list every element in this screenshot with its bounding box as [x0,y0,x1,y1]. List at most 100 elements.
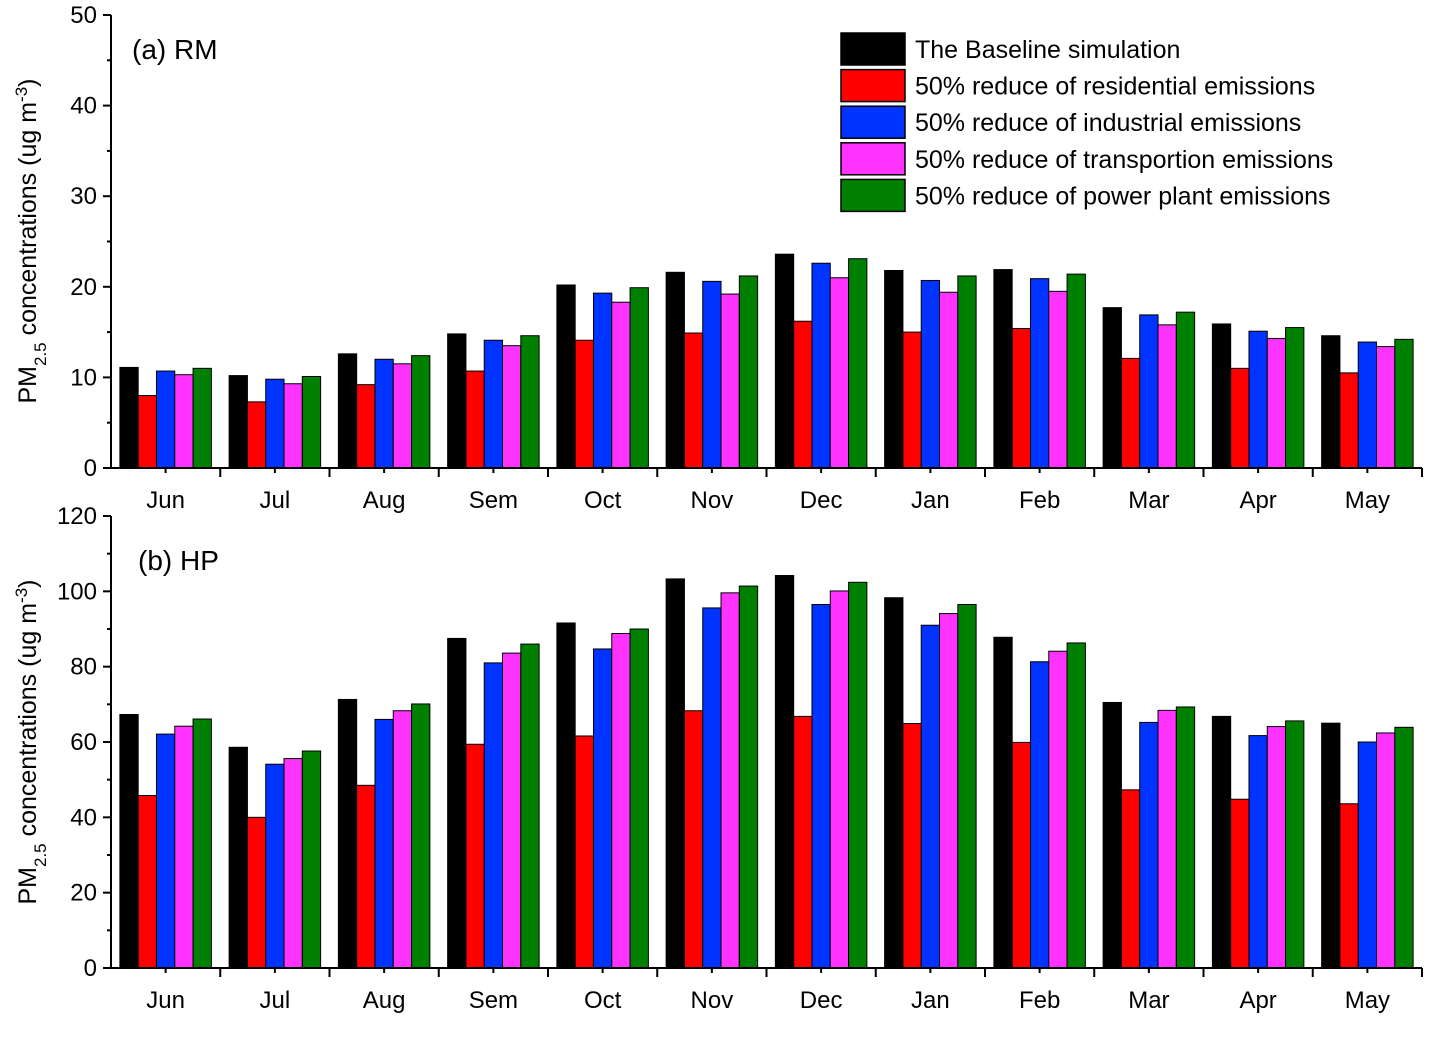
bar-feb-series-3 [1029,661,1050,969]
bar-dec-series-4 [829,590,850,969]
x-tick-label: Jun [146,487,185,514]
bar-may-series-1 [1321,335,1341,469]
bar-sem-series-5 [520,643,540,969]
y-tick-label: 20 [70,880,97,907]
y-axis-label-text: concentrations (ug m [14,102,42,342]
bar-jul-series-2 [246,816,267,969]
bar-feb-series-1 [993,269,1013,469]
x-tick-label: Apr [1239,487,1276,514]
y-tick-label: 40 [70,93,97,120]
y-axis-label-superscript: -3 [12,87,31,102]
bar-aug-series-2 [356,784,376,969]
bar-may-series-3 [1357,341,1378,469]
x-tick-label: Oct [584,487,622,514]
bar-apr-series-5 [1285,720,1305,969]
bar-feb-series-3 [1029,278,1050,469]
bar-jul-series-5 [301,375,322,469]
panel-b-hp: 0 20 40 60 80 100 120 Jun Jul Aug Sem Oct Nov Dec Jan F… [12,503,1423,1014]
bar-oct-series-3 [592,292,613,469]
y-tick-label: 30 [70,183,97,210]
y-axis-label-close: ) [14,580,42,588]
bar-aug-series-2 [356,384,376,469]
y-axis-label-subscript: 2.5 [31,342,50,366]
bar-nov-series-5 [738,585,759,969]
y-tick-label: 120 [57,503,97,530]
bar-may-series-5 [1394,338,1414,469]
legend-label-1: The Baseline simulation [915,36,1180,64]
bar-nov-series-5 [738,275,759,469]
y-tick-label: 50 [70,2,97,29]
bars-group [119,575,1414,969]
bar-aug-series-5 [411,703,431,969]
legend-label-3: 50% reduce of industrial emissions [915,109,1301,137]
bar-apr-series-5 [1285,327,1305,469]
y-axis-label-main: PM [14,366,42,404]
bar-feb-series-2 [1011,327,1031,469]
bar-sem-series-4 [502,652,522,969]
bar-may-series-4 [1376,346,1396,469]
x-tick-label: Jun [146,987,185,1014]
bar-dec-series-3 [811,604,831,969]
bar-jan-series-5 [957,604,977,969]
bar-dec-series-1 [774,575,795,969]
bar-sem-series-2 [465,370,485,469]
bar-oct-series-1 [556,622,576,969]
bar-jul-series-2 [246,401,267,469]
bar-apr-series-4 [1266,726,1287,969]
bar-jun-series-1 [119,366,139,469]
x-tick-label: Jan [911,987,950,1014]
panel-label: (b) HP [138,545,219,576]
x-tick-label: Nov [691,487,734,514]
bar-feb-series-4 [1048,290,1068,469]
bar-apr-series-1 [1211,323,1232,469]
bar-jan-series-3 [920,279,941,469]
bar-sem-series-1 [447,333,467,469]
bar-jun-series-4 [174,725,194,969]
y-tick-label: 80 [70,654,97,681]
bar-sem-series-3 [483,662,504,969]
bar-sem-series-5 [520,335,540,469]
bar-jul-series-4 [283,383,303,469]
bar-nov-series-4 [720,293,740,469]
bar-may-series-3 [1357,741,1378,969]
bar-apr-series-2 [1230,798,1250,969]
x-tick-label: May [1345,487,1390,514]
bar-nov-series-2 [683,332,704,469]
bar-sem-series-4 [502,345,522,469]
bar-sem-series-3 [483,339,504,469]
y-axis-label-close: ) [14,79,42,87]
x-tick-label: Mar [1128,987,1169,1014]
bar-oct-series-1 [556,284,576,469]
bar-may-series-4 [1376,732,1396,969]
y-tick-label: 60 [70,729,97,756]
bar-aug-series-1 [337,698,358,969]
x-tick-label: Jul [260,487,291,514]
bar-nov-series-3 [702,280,722,469]
bar-jul-series-3 [265,763,285,969]
legend-swatch-1 [840,32,906,66]
bar-may-series-2 [1339,803,1359,969]
bar-nov-series-4 [720,592,740,969]
bar-dec-series-4 [829,277,850,469]
bars-group [119,253,1414,469]
x-tick-label: Feb [1019,487,1060,514]
bar-aug-series-3 [374,718,394,969]
bar-jun-series-5 [192,367,212,469]
bar-dec-series-1 [774,253,795,469]
bar-jun-series-4 [174,374,194,469]
bar-mar-series-2 [1120,357,1141,469]
bar-oct-series-3 [592,648,613,969]
bar-apr-series-4 [1266,337,1287,469]
x-tick-label: Nov [691,987,734,1014]
y-axis-label-subscript: 2.5 [31,843,50,867]
panel-label: (a) RM [132,34,218,65]
bar-sem-series-2 [465,743,485,969]
bar-oct-series-4 [611,633,631,969]
bar-nov-series-1 [665,271,685,469]
bar-apr-series-1 [1211,715,1232,969]
bar-oct-series-2 [574,735,594,969]
bar-jan-series-3 [920,624,941,969]
x-tick-label: Feb [1019,987,1060,1014]
bar-jan-series-5 [957,275,977,469]
